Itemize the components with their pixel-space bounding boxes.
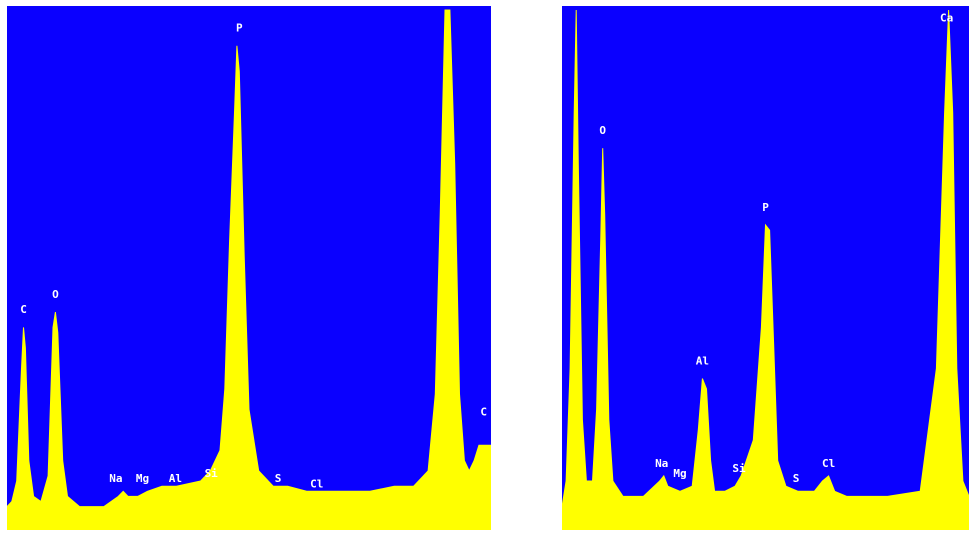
spectrum-chart-right: O Al Na Mg Si P S Cl Ca: [562, 6, 969, 530]
peak-label-right-s-6: S: [793, 472, 800, 485]
peak-label-left-si-5: Si: [205, 467, 219, 480]
peak-label-left-mg-3: Mg: [136, 472, 149, 485]
spectrum-panel-right: O Al Na Mg Si P S Cl Ca: [562, 6, 969, 530]
peak-label-left-c-9: C: [480, 406, 487, 419]
peak-label-right-mg-3: Mg: [673, 467, 686, 480]
spectrum-area-right-0: [562, 9, 969, 530]
peak-label-right-ca-8: Ca: [940, 11, 953, 24]
spectrum-area-left-0: [7, 9, 491, 530]
peak-label-left-c-0: C: [20, 303, 27, 316]
peak-label-left-cl-8: Cl: [310, 477, 323, 490]
peak-label-right-cl-7: Cl: [822, 457, 835, 470]
peak-label-right-p-5: P: [762, 201, 769, 214]
peak-label-left-o-1: O: [52, 288, 59, 301]
peak-label-left-s-7: S: [275, 472, 282, 485]
peak-label-left-na-2: Na: [109, 472, 122, 485]
peak-label-right-o-0: O: [599, 124, 606, 137]
peak-label-right-al-1: Al: [696, 354, 709, 367]
peak-label-left-al-4: Al: [169, 472, 182, 485]
spectrum-panel-left: C O Na Mg Al Si P S Cl C: [7, 6, 491, 530]
peak-label-left-p-6: P: [236, 22, 243, 35]
peak-label-right-na-2: Na: [655, 457, 668, 470]
spectrum-chart-left: C O Na Mg Al Si P S Cl C: [7, 6, 491, 530]
peak-label-right-si-4: Si: [732, 462, 746, 475]
